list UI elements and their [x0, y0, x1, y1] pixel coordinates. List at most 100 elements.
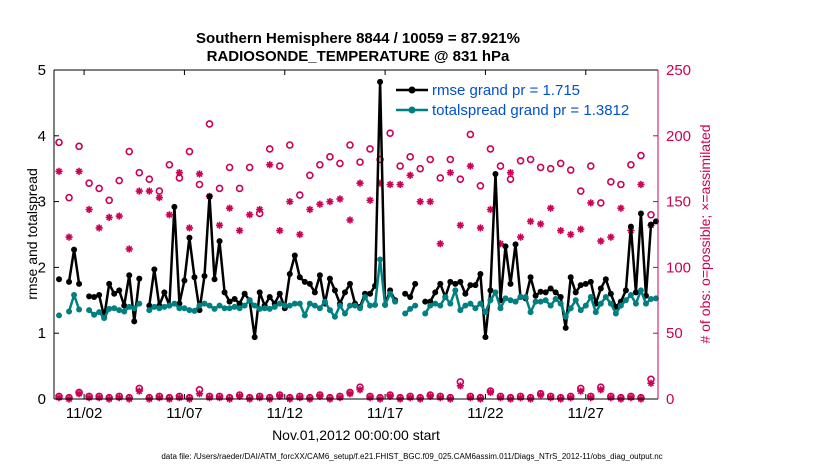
- totalspread-point: [607, 300, 614, 307]
- obs-assimilated-marker: [537, 220, 545, 228]
- asterisk-stroke: [487, 389, 494, 396]
- rmse-point: [296, 274, 303, 281]
- rmse-point: [286, 270, 293, 277]
- asterisk-stroke: [537, 391, 544, 399]
- totalspread-point: [622, 297, 629, 304]
- asterisk-stroke: [577, 387, 584, 395]
- asterisk-stroke: [457, 222, 464, 229]
- asterisk-stroke: [326, 198, 334, 205]
- asterisk-stroke: [186, 224, 193, 232]
- obs-possible-marker: [516, 157, 525, 165]
- asterisk-stroke: [176, 169, 183, 176]
- obs-assimilated-marker: [557, 226, 565, 235]
- obs-possible-marker: [65, 193, 73, 202]
- rmse-point: [231, 295, 238, 302]
- rmse-point: [291, 252, 298, 259]
- rmse-point: [111, 290, 118, 297]
- rmse-point: [146, 302, 153, 309]
- rmse-point: [622, 287, 629, 294]
- obs-assimilated-marker: [436, 240, 444, 248]
- obs-assimilated-marker: [175, 169, 184, 177]
- totalspread-point: [136, 300, 143, 307]
- totalspread-point: [432, 300, 439, 307]
- rmse-point: [66, 278, 73, 285]
- totalspread-point: [96, 309, 103, 316]
- rmse-point: [452, 280, 459, 287]
- obs-assimilated-marker: [155, 394, 163, 402]
- rmse-point: [171, 203, 178, 210]
- obs-possible-marker: [326, 153, 334, 161]
- totalspread-point: [171, 300, 178, 307]
- rmse-point: [191, 274, 198, 281]
- obs-assimilated-marker: [346, 390, 354, 398]
- asterisk-stroke: [597, 237, 604, 245]
- asterisk-stroke: [637, 181, 645, 188]
- obs-possible-marker: [336, 159, 344, 168]
- totalspread-point: [612, 310, 619, 317]
- rmse-point: [201, 272, 208, 279]
- obs-assimilated-marker: [456, 221, 464, 229]
- rmse-point: [407, 294, 414, 301]
- obs-possible-marker: [476, 182, 485, 190]
- rmse-point: [547, 285, 554, 292]
- obs-possible-marker: [366, 145, 374, 153]
- obs-assimilated-marker: [637, 180, 645, 189]
- legend-rmse-label: rmse grand pr = 1.715: [432, 82, 580, 99]
- obs-assimilated-marker: [386, 392, 394, 400]
- obs-possible-marker: [426, 155, 435, 164]
- obs-possible-marker: [285, 141, 294, 149]
- obs-assimilated-marker: [145, 187, 153, 195]
- rmse-point: [116, 287, 123, 294]
- rmse-point: [211, 276, 218, 283]
- totalspread-point: [527, 309, 534, 316]
- obs-possible-marker: [296, 191, 304, 199]
- rmse-point: [487, 287, 494, 294]
- obs-possible-marker: [125, 147, 134, 156]
- totalspread-point: [387, 290, 394, 297]
- obs-possible-marker: [115, 176, 124, 185]
- rmse-point: [301, 278, 308, 285]
- totalspread-point: [637, 287, 644, 294]
- asterisk-stroke: [346, 390, 354, 397]
- totalspread-point: [306, 300, 313, 307]
- rmse-point: [226, 298, 233, 305]
- asterisk-stroke: [547, 205, 554, 212]
- obs-assimilated-marker: [296, 230, 304, 239]
- totalspread-point: [116, 307, 123, 314]
- totalspread-point: [221, 305, 228, 312]
- asterisk-stroke: [336, 195, 344, 203]
- obs-assimilated-marker: [115, 394, 123, 402]
- asterisk-stroke: [216, 222, 223, 229]
- totalspread-point: [552, 295, 559, 302]
- asterisk-stroke: [75, 390, 83, 397]
- totalspread-point: [266, 305, 273, 312]
- obs-possible-marker: [576, 187, 585, 195]
- y-right-tick-label: 150: [666, 194, 691, 211]
- obs-assimilated-marker: [165, 211, 173, 219]
- rmse-point: [647, 221, 654, 228]
- totalspread-point: [372, 301, 379, 308]
- totalspread-point: [166, 302, 173, 309]
- obs-assimilated-marker: [436, 394, 444, 402]
- y-left-tick-label: 1: [38, 325, 46, 342]
- rmse-point: [572, 289, 579, 296]
- x-tick-label: 11/12: [267, 405, 303, 422]
- totalspread-point: [191, 307, 198, 314]
- obs-assimilated-marker: [627, 394, 635, 402]
- obs-assimilated-marker: [316, 200, 324, 208]
- rmse-point: [607, 290, 614, 297]
- obs-possible-marker: [396, 162, 404, 170]
- legend-rmse-marker: [408, 86, 416, 94]
- asterisk-stroke: [86, 206, 93, 213]
- obs-possible-marker: [275, 162, 284, 170]
- rmse-point: [627, 223, 634, 230]
- asterisk-stroke: [256, 206, 263, 213]
- obs-assimilated-marker: [496, 394, 505, 402]
- asterisk-stroke: [276, 227, 283, 234]
- rmse-point: [331, 287, 338, 294]
- totalspread-point: [367, 302, 374, 309]
- obs-assimilated-marker: [607, 394, 615, 402]
- totalspread-point: [201, 300, 208, 307]
- rmse-point: [367, 290, 374, 297]
- obs-possible-marker: [466, 130, 475, 139]
